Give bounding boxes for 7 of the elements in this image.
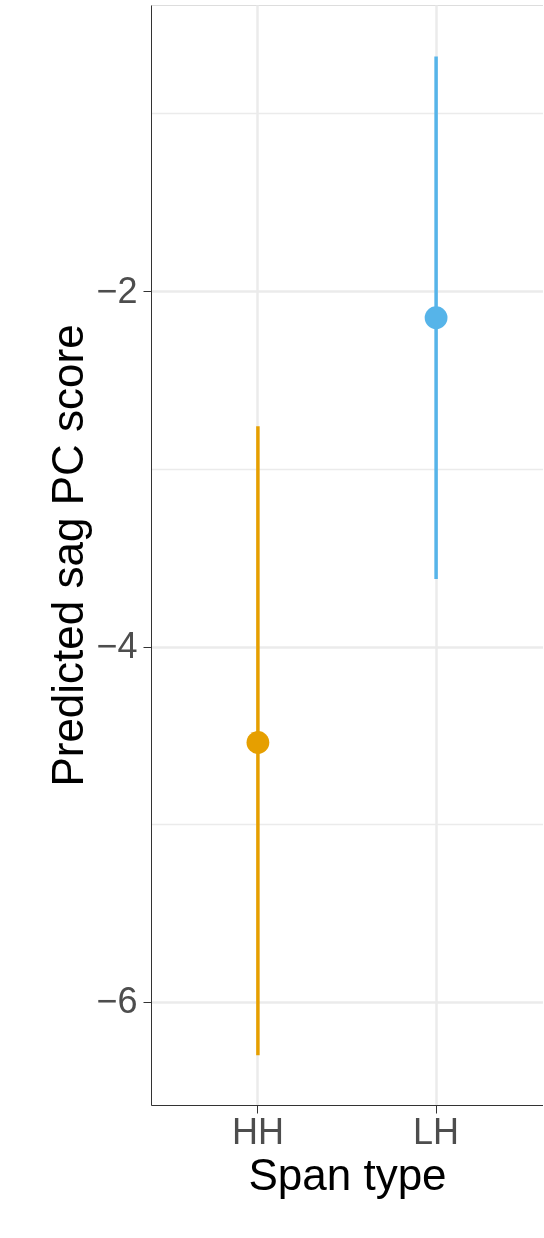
x-tick-label: HH xyxy=(231,1110,284,1152)
y-tick-label: −2 xyxy=(96,269,138,311)
x-axis-title: Span type xyxy=(248,1149,447,1199)
x-tick-label: LH xyxy=(413,1110,460,1152)
y-axis-title: Predicted sag PC score xyxy=(43,324,93,787)
y-tick-label: −6 xyxy=(96,980,138,1022)
y-tick-label: −4 xyxy=(96,625,138,667)
